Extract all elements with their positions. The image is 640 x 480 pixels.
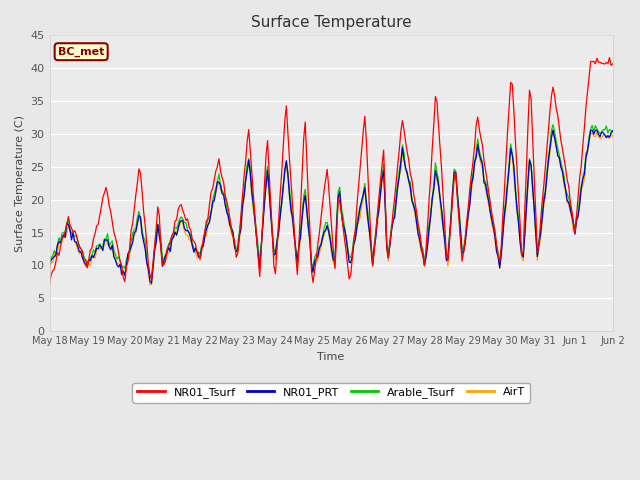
- Arable_Tsurf: [580, 168, 588, 174]
- Arable_Tsurf: [148, 273, 156, 279]
- NR01_Tsurf: [232, 254, 240, 260]
- AirT: [45, 268, 53, 274]
- NR01_PRT: [549, 127, 557, 133]
- Arable_Tsurf: [45, 260, 53, 265]
- Line: NR01_PRT: NR01_PRT: [49, 130, 612, 283]
- Arable_Tsurf: [243, 162, 251, 168]
- Arable_Tsurf: [234, 241, 241, 247]
- NR01_PRT: [234, 247, 241, 253]
- AirT: [593, 129, 601, 135]
- NR01_Tsurf: [292, 253, 300, 259]
- X-axis label: Time: Time: [317, 352, 345, 361]
- NR01_Tsurf: [115, 250, 122, 255]
- Arable_Tsurf: [609, 129, 616, 135]
- NR01_PRT: [294, 259, 301, 265]
- AirT: [115, 261, 122, 266]
- AirT: [148, 282, 156, 288]
- Legend: NR01_Tsurf, NR01_PRT, Arable_Tsurf, AirT: NR01_Tsurf, NR01_PRT, Arable_Tsurf, AirT: [132, 383, 530, 403]
- NR01_Tsurf: [242, 159, 250, 165]
- NR01_PRT: [115, 264, 122, 270]
- Line: Arable_Tsurf: Arable_Tsurf: [49, 125, 612, 276]
- NR01_Tsurf: [45, 281, 53, 287]
- Title: Surface Temperature: Surface Temperature: [251, 15, 412, 30]
- AirT: [294, 264, 301, 270]
- Line: AirT: AirT: [49, 132, 612, 285]
- NR01_PRT: [148, 280, 156, 286]
- NR01_PRT: [580, 171, 588, 177]
- AirT: [579, 182, 587, 188]
- NR01_Tsurf: [577, 163, 585, 168]
- NR01_PRT: [215, 180, 223, 185]
- Arable_Tsurf: [549, 122, 557, 128]
- NR01_Tsurf: [605, 55, 613, 60]
- NR01_PRT: [609, 128, 616, 134]
- Line: NR01_Tsurf: NR01_Tsurf: [49, 58, 612, 284]
- AirT: [609, 134, 616, 140]
- NR01_PRT: [243, 167, 251, 173]
- Arable_Tsurf: [294, 257, 301, 263]
- Arable_Tsurf: [215, 171, 223, 177]
- NR01_Tsurf: [609, 61, 616, 67]
- NR01_Tsurf: [214, 164, 221, 169]
- AirT: [234, 249, 241, 255]
- Arable_Tsurf: [115, 254, 122, 260]
- AirT: [243, 169, 251, 175]
- NR01_PRT: [45, 262, 53, 267]
- Text: BC_met: BC_met: [58, 47, 104, 57]
- Y-axis label: Surface Temperature (C): Surface Temperature (C): [15, 115, 25, 252]
- AirT: [215, 180, 223, 186]
